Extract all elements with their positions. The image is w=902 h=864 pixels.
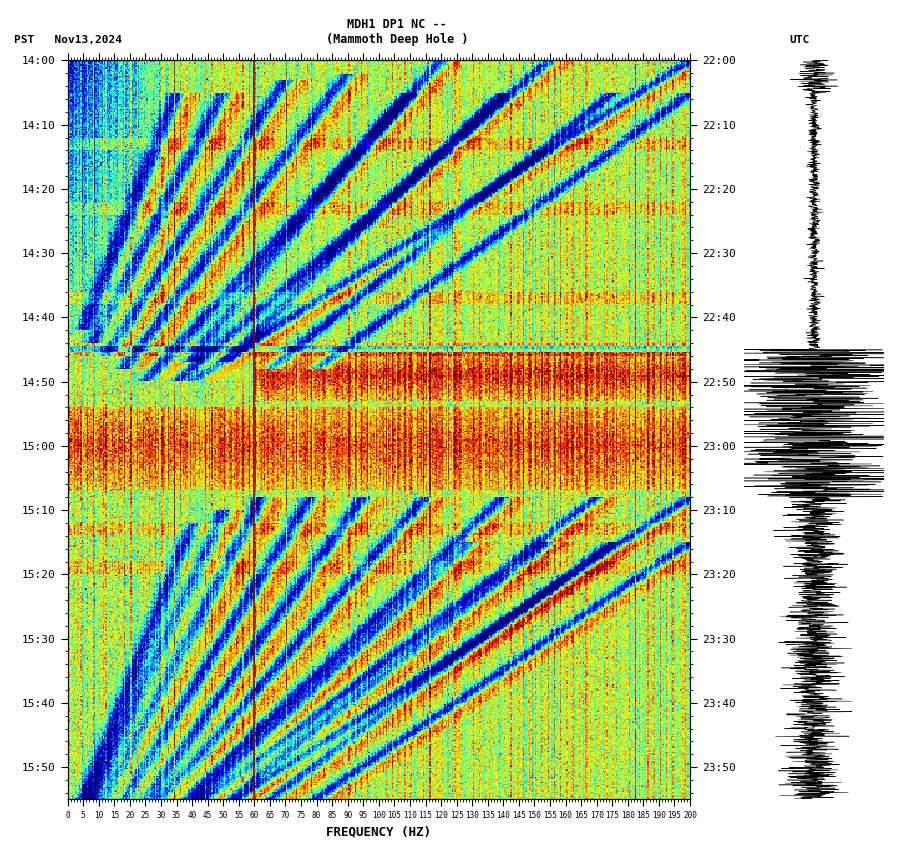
Text: MDH1 DP1 NC --: MDH1 DP1 NC -- xyxy=(347,17,446,30)
Text: PST   Nov13,2024: PST Nov13,2024 xyxy=(14,35,122,45)
Text: (Mammoth Deep Hole ): (Mammoth Deep Hole ) xyxy=(326,33,468,46)
X-axis label: FREQUENCY (HZ): FREQUENCY (HZ) xyxy=(327,826,431,839)
Text: UTC: UTC xyxy=(789,35,809,45)
